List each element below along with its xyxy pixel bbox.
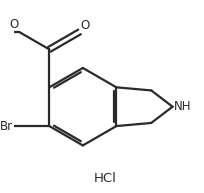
Text: HCl: HCl xyxy=(93,172,116,185)
Text: Br: Br xyxy=(0,119,13,133)
Text: O: O xyxy=(80,19,89,31)
Text: NH: NH xyxy=(173,100,190,113)
Text: O: O xyxy=(9,18,19,31)
